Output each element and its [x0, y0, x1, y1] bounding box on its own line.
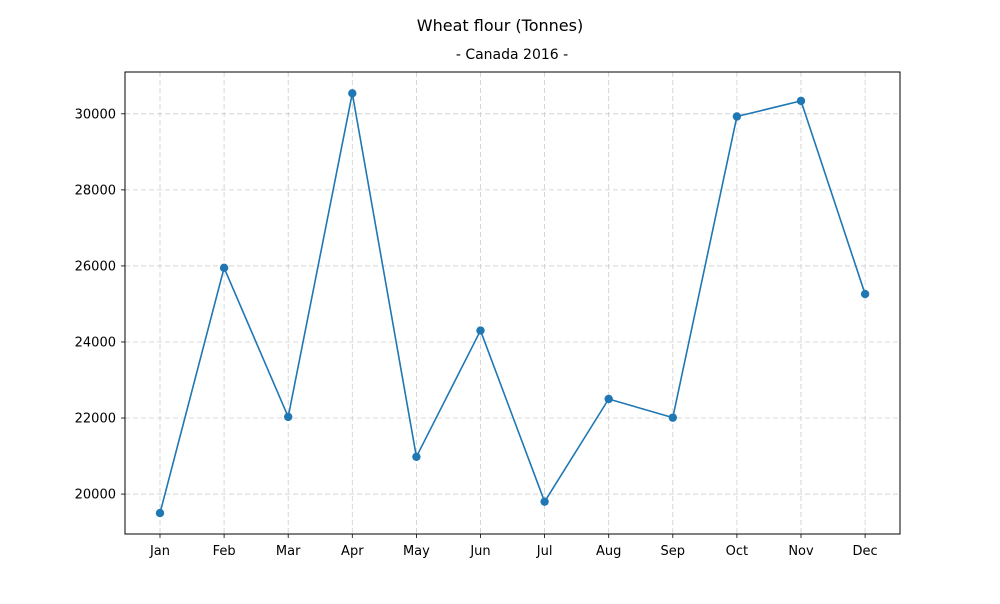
data-point-may [412, 452, 421, 462]
data-point-sep [668, 413, 677, 422]
x-tick-label: Oct [726, 544, 748, 559]
series-line [159, 92, 866, 514]
x-tick-label: Dec [853, 544, 878, 559]
chart-subtitle: - Canada 2016 - [456, 47, 568, 63]
data-point-oct [732, 112, 742, 121]
data-point-apr [348, 89, 357, 98]
y-tick-label: 22000 [75, 412, 116, 427]
data-point-mar [284, 412, 293, 422]
grid-lines [125, 72, 900, 534]
data-point-jan [155, 508, 165, 518]
x-tick-label: Jul [536, 544, 553, 559]
data-point-feb [219, 263, 229, 273]
data-point-aug [604, 394, 613, 404]
y-tick-label: 28000 [75, 183, 116, 198]
y-tick-label: 24000 [75, 335, 116, 350]
data-point-jun [476, 326, 485, 335]
y-tick-label: 26000 [75, 259, 116, 274]
x-tick-label: May [403, 544, 430, 559]
data-point-jul [540, 497, 549, 506]
chart-title: Wheat flour (Tonnes) [417, 16, 583, 35]
x-tick-label: Sep [661, 544, 686, 559]
x-tick-label: Feb [213, 544, 236, 559]
data-point-dec [860, 289, 870, 299]
x-tick-label: Nov [788, 544, 814, 559]
plot-frame [124, 71, 901, 535]
x-tick-label: Jan [149, 544, 170, 559]
data-series [155, 89, 870, 518]
y-tick-label: 20000 [75, 488, 116, 503]
data-point-nov [796, 96, 806, 106]
y-tick-label: 30000 [75, 107, 116, 122]
axes: Jan Feb Mar Apr May Jun Jul Aug Sep Oct Nov Dec 2000… [75, 71, 901, 559]
x-tick-label: Mar [276, 544, 301, 559]
x-tick-label: Apr [341, 544, 364, 559]
x-tick-label: Jun [469, 544, 490, 559]
x-tick-label: Aug [596, 544, 621, 559]
